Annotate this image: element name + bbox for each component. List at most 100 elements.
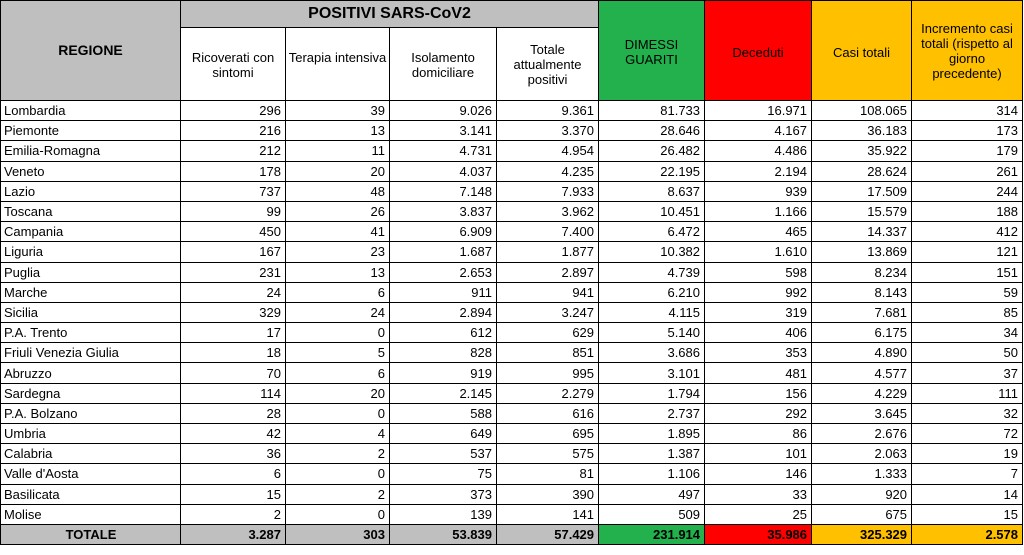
totale-positivi-value: 4.235: [495, 160, 600, 182]
isolamento-value: 4.037: [389, 160, 497, 182]
totale-positivi-value: 2.279: [495, 382, 600, 404]
incremento-value: 34: [911, 322, 1024, 344]
casi-totali-value: 36.183: [811, 120, 913, 142]
header-dimessi: DIMESSI GUARITI: [598, 0, 706, 101]
incremento-value: 314: [911, 99, 1024, 122]
total-deceduti: 35.986: [704, 523, 813, 545]
isolamento-value: 373: [389, 483, 497, 505]
incremento-value: 19: [911, 443, 1024, 465]
casi-totali-value: 675: [811, 503, 913, 525]
terapia-value: 2: [285, 443, 390, 465]
isolamento-value: 649: [389, 422, 497, 445]
isolamento-value: 3.141: [389, 120, 497, 142]
dimessi-value: 10.451: [598, 200, 706, 223]
casi-totali-value: 7.681: [811, 301, 913, 324]
totale-positivi-value: 4.954: [495, 140, 600, 162]
totale-positivi-value: 2.897: [495, 261, 600, 283]
incremento-value: 15: [911, 503, 1024, 525]
ricoverati-value: 212: [180, 140, 286, 162]
header-positivi-group: POSITIVI SARS-CoV2: [179, 0, 600, 28]
table-row: Campania 450 41 6.909 7.400 6.472 465 14.337 412: [0, 221, 1024, 243]
table-row: Calabria 36 2 537 575 1.387 101 2.063 19: [0, 443, 1024, 465]
totale-positivi-value: 9.361: [495, 99, 600, 122]
casi-totali-value: 8.143: [811, 281, 913, 303]
casi-totali-value: 4.229: [811, 382, 913, 404]
deceduti-value: 406: [704, 322, 813, 344]
isolamento-value: 537: [389, 443, 497, 465]
total-casi-totali: 325.329: [811, 523, 913, 545]
table-row: P.A. Bolzano 28 0 588 616 2.737 292 3.645 32: [0, 402, 1024, 425]
ricoverati-value: 42: [180, 422, 286, 445]
region-name: Abruzzo: [0, 362, 181, 384]
region-name: Liguria: [0, 241, 181, 263]
table-row: Piemonte 216 13 3.141 3.370 28.646 4.167 36.183…: [0, 120, 1024, 142]
header-isolamento: Isolamento domiciliare: [389, 27, 497, 101]
casi-totali-value: 2.676: [811, 422, 913, 445]
isolamento-value: 2.894: [389, 301, 497, 324]
casi-totali-value: 17.509: [811, 180, 913, 202]
deceduti-value: 1.610: [704, 241, 813, 263]
ricoverati-value: 450: [180, 221, 286, 243]
header-totale-positivi: Totale attualmente positivi: [495, 27, 600, 101]
dimessi-value: 1.895: [598, 422, 706, 445]
ricoverati-value: 231: [180, 261, 286, 283]
header-ricoverati: Ricoverati con sintomi: [180, 27, 286, 101]
totale-positivi-value: 695: [495, 422, 600, 445]
incremento-value: 151: [911, 261, 1024, 283]
dimessi-value: 28.646: [598, 120, 706, 142]
table-row: Lazio 737 48 7.148 7.933 8.637 939 17.509 244: [0, 180, 1024, 202]
terapia-value: 6: [285, 362, 390, 384]
region-name: Campania: [0, 221, 181, 243]
totale-positivi-value: 616: [495, 402, 600, 425]
totale-positivi-value: 995: [495, 362, 600, 384]
incremento-value: 244: [911, 180, 1024, 202]
dimessi-value: 1.387: [598, 443, 706, 465]
table-row: Sardegna 114 20 2.145 2.279 1.794 156 4.229 111: [0, 382, 1024, 404]
totale-positivi-value: 7.933: [495, 180, 600, 202]
ricoverati-value: 2: [180, 503, 286, 525]
deceduti-value: 2.194: [704, 160, 813, 182]
total-dimessi: 231.914: [598, 523, 706, 545]
ricoverati-value: 24: [180, 281, 286, 303]
region-name: Sardegna: [0, 382, 181, 404]
casi-totali-value: 1.333: [811, 463, 913, 485]
deceduti-value: 939: [704, 180, 813, 202]
dimessi-value: 22.195: [598, 160, 706, 182]
incremento-value: 50: [911, 342, 1024, 364]
casi-totali-value: 14.337: [811, 221, 913, 243]
table-row: Valle d'Aosta 6 0 75 81 1.106 146 1.333 7: [0, 463, 1024, 485]
isolamento-value: 75: [389, 463, 497, 485]
totale-positivi-value: 7.400: [495, 221, 600, 243]
casi-totali-value: 35.922: [811, 140, 913, 162]
dimessi-value: 8.637: [598, 180, 706, 202]
deceduti-value: 481: [704, 362, 813, 384]
dimessi-value: 6.210: [598, 281, 706, 303]
header-casi-totali: Casi totali: [811, 0, 913, 101]
ricoverati-value: 737: [180, 180, 286, 202]
isolamento-value: 6.909: [389, 221, 497, 243]
isolamento-value: 1.687: [389, 241, 497, 263]
incremento-value: 173: [911, 120, 1024, 142]
terapia-value: 41: [285, 221, 390, 243]
deceduti-value: 465: [704, 221, 813, 243]
region-name: P.A. Bolzano: [0, 402, 181, 425]
terapia-value: 20: [285, 382, 390, 404]
terapia-value: 20: [285, 160, 390, 182]
incremento-value: 121: [911, 241, 1024, 263]
isolamento-value: 3.837: [389, 200, 497, 223]
casi-totali-value: 6.175: [811, 322, 913, 344]
isolamento-value: 919: [389, 362, 497, 384]
region-name: Marche: [0, 281, 181, 303]
dimessi-value: 2.737: [598, 402, 706, 425]
header-terapia: Terapia intensiva: [285, 27, 390, 101]
total-terapia: 303: [285, 523, 390, 545]
region-name: Molise: [0, 503, 181, 525]
table-row: Basilicata 15 2 373 390 497 33 920 14: [0, 483, 1024, 505]
casi-totali-value: 4.890: [811, 342, 913, 364]
region-name: Lombardia: [0, 99, 181, 122]
terapia-value: 24: [285, 301, 390, 324]
totale-positivi-value: 81: [495, 463, 600, 485]
total-totale-positivi: 57.429: [495, 523, 600, 545]
casi-totali-value: 15.579: [811, 200, 913, 223]
